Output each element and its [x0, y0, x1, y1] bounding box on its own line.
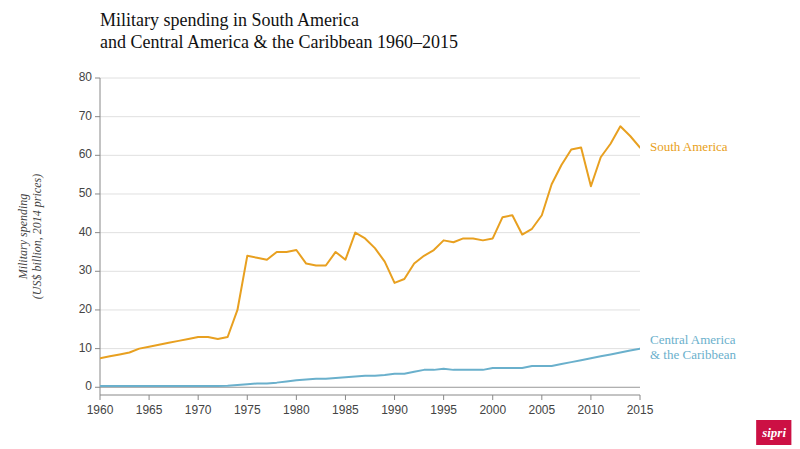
- y-tick: [95, 387, 100, 388]
- x-tick: [296, 395, 297, 400]
- series-line: [100, 126, 640, 358]
- lines: [100, 126, 640, 386]
- y-tick-label: 80: [79, 70, 93, 84]
- x-tick-label: 1960: [87, 403, 114, 417]
- x-axis-line: [100, 395, 640, 396]
- y-tick: [95, 271, 100, 272]
- x-tick-label: 2005: [528, 403, 555, 417]
- x-tick-label: 2000: [479, 403, 506, 417]
- y-tick-label: 10: [79, 341, 93, 355]
- x-tick-label: 2015: [627, 403, 654, 417]
- x-tick: [492, 395, 493, 400]
- x-tick: [590, 395, 591, 400]
- x-tick: [198, 395, 199, 400]
- y-grid: [100, 78, 640, 387]
- grid-line: [100, 309, 640, 310]
- annotation: sipri: [761, 425, 786, 440]
- grid-line: [100, 193, 640, 194]
- series-label: South America: [650, 139, 728, 154]
- grid-line: [100, 116, 640, 117]
- y-tick: [95, 232, 100, 233]
- grid-line: [100, 155, 640, 156]
- x-tick-label: 2010: [578, 403, 605, 417]
- y-tick-label: 50: [79, 186, 93, 200]
- x-tick-label: 1965: [136, 403, 163, 417]
- y-tick: [95, 309, 100, 310]
- series-line: [100, 349, 640, 387]
- x-tick: [443, 395, 444, 400]
- y-axis-line: [100, 78, 101, 395]
- x-tick-label: 1980: [283, 403, 310, 417]
- logo: sipri: [756, 420, 791, 445]
- x-tick: [247, 395, 248, 400]
- x-tick-label: 1990: [381, 403, 408, 417]
- y-tick-label: 40: [79, 225, 93, 239]
- x-tick-label: 1975: [234, 403, 261, 417]
- x-tick: [149, 395, 150, 400]
- y-axis-label: Military spending(US$ billion, 2014 pric…: [16, 174, 44, 299]
- grid-line: [100, 78, 640, 79]
- y-tick: [95, 116, 100, 117]
- x-tick-label: 1970: [185, 403, 212, 417]
- x-tick: [394, 395, 395, 400]
- x-tick: [100, 395, 101, 400]
- x-tick: [345, 395, 346, 400]
- y-tick-label: 0: [85, 379, 92, 393]
- x-tick: [541, 395, 542, 400]
- grid-line: [100, 271, 640, 272]
- chart: Military spending in South Americaand Ce…: [0, 0, 800, 449]
- y-tick: [95, 155, 100, 156]
- x-tick: [640, 395, 641, 400]
- y-tick: [95, 348, 100, 349]
- y-tick: [95, 78, 100, 79]
- title: Military spending in South Americaand Ce…: [100, 10, 458, 52]
- x-tick-label: 1995: [430, 403, 457, 417]
- grid-line: [100, 348, 640, 349]
- y-tick: [95, 193, 100, 194]
- y-tick-label: 20: [79, 302, 93, 316]
- logo-box: [756, 420, 791, 445]
- y-tick-label: 60: [79, 147, 93, 161]
- grid-line: [100, 232, 640, 233]
- x-tick-label: 1985: [332, 403, 359, 417]
- y-tick-label: 30: [79, 263, 93, 277]
- series-label: Central America& the Caribbean: [650, 332, 736, 362]
- y-tick-label: 70: [79, 109, 93, 123]
